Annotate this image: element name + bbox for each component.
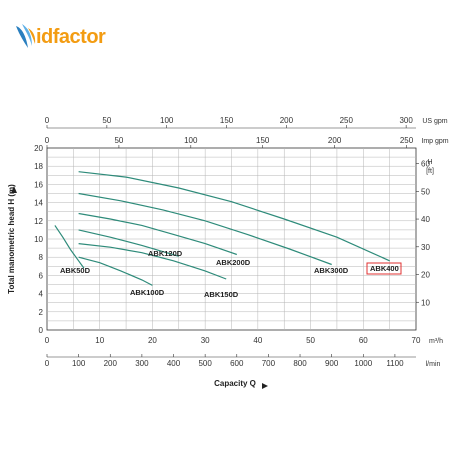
x-tick-label: 50 [306,336,315,345]
curve-abk150d [78,243,227,280]
x-tick-label: 10 [95,336,104,345]
lmin-tick-label: 900 [325,359,339,368]
y-tick-label: 6 [39,271,44,280]
y-tick-label: 12 [34,217,43,226]
x-axis-title: Capacity Q [214,379,256,388]
ft-tick-label: 40 [421,215,430,224]
y-axis-arrow-icon [11,186,17,193]
curve-label-abk150d: ABK150D [204,290,239,299]
impgpm-tick-label: 0 [45,136,50,145]
y-tick-label: 4 [39,290,44,299]
curve-label-abk400: ABK400 [370,264,399,273]
ft-tick-label: 30 [421,243,430,252]
usgpm-tick-label: 250 [340,116,354,125]
ft-tick-label: 20 [421,271,430,280]
usgpm-tick-label: 0 [45,116,50,125]
lmin-tick-label: 1000 [354,359,372,368]
impgpm-tick-label: 100 [184,136,198,145]
x-tick-label: 40 [253,336,262,345]
lmin-tick-label: 100 [72,359,86,368]
curve-label-abk50d: ABK50D [60,266,91,275]
ft-tick-label: 60 [421,160,430,169]
x-tick-label: 60 [359,336,368,345]
lmin-tick-label: 600 [230,359,244,368]
lmin-tick-label: 1100 [386,359,404,368]
impgpm-tick-label: 200 [328,136,342,145]
x-tick-label: 30 [201,336,210,345]
lmin-tick-label: 700 [262,359,276,368]
lmin-tick-label: 400 [167,359,181,368]
curve-label-abk300d: ABK300D [314,266,349,275]
usgpm-tick-label: 50 [102,116,111,125]
y-tick-label: 20 [34,144,43,153]
y-tick-label: 2 [39,308,44,317]
usgpm-tick-label: 150 [220,116,234,125]
y-tick-label: 8 [39,253,44,262]
right-axis-unit-h: H [427,159,432,166]
lmin-tick-label: 300 [135,359,149,368]
curve-abk50d [54,225,85,269]
curve-label-abk100d: ABK100D [130,288,165,297]
right-axis-unit-ft: [ft] [426,168,434,175]
y-axis-title: Total manometric head H (m) [7,184,16,294]
x-tick-label: 70 [412,336,421,345]
logo-text: idfactor [36,26,106,48]
y-tick-label: 14 [34,199,43,208]
impgpm-tick-label: 50 [114,136,123,145]
curve-abk200d [78,212,237,256]
x-unit-impgpm: Imp gpm [421,138,448,145]
curve-abk300d [78,192,332,266]
ft-tick-label: 50 [421,187,430,196]
usgpm-tick-label: 100 [160,116,174,125]
x-axis-arrow-icon [262,383,268,389]
brand-logo: idfactor [14,22,124,56]
lmin-tick-label: 500 [198,359,212,368]
impgpm-tick-label: 150 [256,136,270,145]
lmin-tick-label: 200 [104,359,118,368]
x-unit-lmin: l/min [426,361,441,368]
lmin-tick-label: 800 [293,359,307,368]
x-unit-m3h: m³/h [429,338,443,345]
y-tick-label: 18 [34,162,43,171]
x-tick-label: 0 [45,336,50,345]
lmin-tick-label: 0 [45,359,50,368]
curve-abk400 [78,171,390,262]
y-tick-label: 10 [34,235,43,244]
curve-label-abk120d: ABK120D [148,249,183,258]
curve-label-abk200d: ABK200D [216,258,251,267]
highlight-box [366,262,402,275]
usgpm-tick-label: 200 [280,116,294,125]
y-tick-label: 16 [34,180,43,189]
y-tick-label: 0 [39,326,44,335]
ft-tick-label: 10 [421,298,430,307]
curve-abk120d [78,229,179,257]
curve-abk100d [78,256,153,286]
wing-icon [16,24,36,48]
usgpm-tick-label: 300 [399,116,413,125]
x-tick-label: 20 [148,336,157,345]
impgpm-tick-label: 250 [400,136,414,145]
x-unit-usgpm: US gpm [422,118,447,125]
